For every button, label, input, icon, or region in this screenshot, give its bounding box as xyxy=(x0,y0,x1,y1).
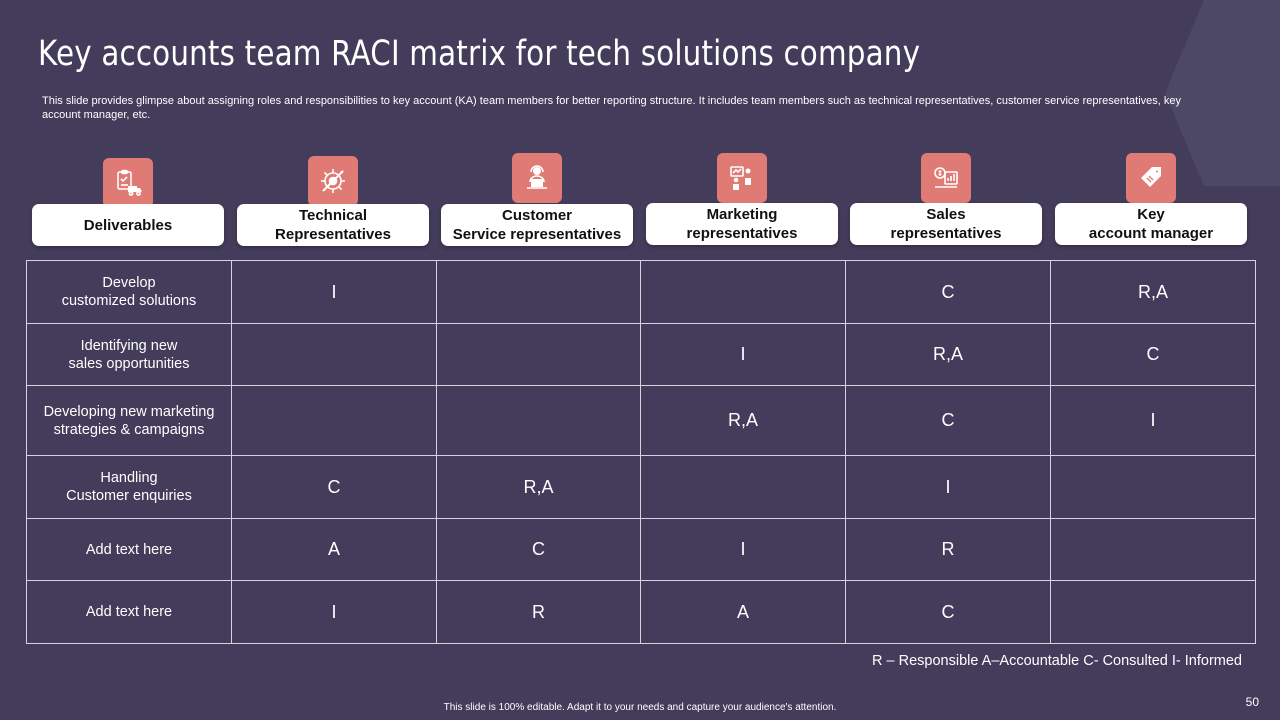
raci-cell: R,A xyxy=(640,385,846,456)
table-row: Developing new marketing strategies & ca… xyxy=(26,385,1256,456)
sales-chart-icon xyxy=(921,153,971,203)
raci-cell: I xyxy=(1050,385,1256,456)
table-row: Add text here I R A C xyxy=(26,580,1256,644)
raci-cell: I xyxy=(845,455,1051,519)
deliverable-cell: Developing new marketing strategies & ca… xyxy=(26,385,232,456)
decorative-hexagon xyxy=(1165,0,1280,186)
raci-cell: R,A xyxy=(845,323,1051,386)
header-marketing-representatives: Marketing representatives xyxy=(646,203,838,245)
raci-cell xyxy=(436,260,641,324)
raci-cell: I xyxy=(231,580,437,644)
raci-cell xyxy=(640,260,846,324)
deliverable-cell: Add text here xyxy=(26,518,232,581)
page-title: Key accounts team RACI matrix for tech s… xyxy=(38,34,921,74)
raci-cell xyxy=(1050,455,1256,519)
marketing-team-icon xyxy=(717,153,767,203)
raci-cell xyxy=(640,455,846,519)
page-number: 50 xyxy=(1245,695,1259,709)
header-technical-representatives: Technical Representatives xyxy=(237,204,429,246)
table-row: Add text here A C I R xyxy=(26,518,1256,581)
deliverable-cell: Develop customized solutions xyxy=(26,260,232,324)
header-deliverables: Deliverables xyxy=(32,204,224,246)
raci-cell: I xyxy=(640,323,846,386)
header-key-account-manager: Key account manager xyxy=(1055,203,1247,245)
price-tag-icon xyxy=(1126,153,1176,203)
deliverable-cell: Handling Customer enquiries xyxy=(26,455,232,519)
clipboard-truck-icon xyxy=(103,158,153,208)
table-row: Identifying new sales opportunities I R,… xyxy=(26,323,1256,386)
raci-cell: R xyxy=(845,518,1051,581)
deliverable-cell: Add text here xyxy=(26,580,232,644)
raci-legend: R – Responsible A–Accountable C- Consult… xyxy=(872,653,1242,669)
raci-matrix-table: Develop customized solutions I C R,A Ide… xyxy=(26,260,1256,644)
raci-cell xyxy=(231,323,437,386)
raci-cell: R xyxy=(436,580,641,644)
raci-cell: I xyxy=(640,518,846,581)
raci-cell: C xyxy=(1050,323,1256,386)
raci-cell: C xyxy=(845,580,1051,644)
deliverable-cell: Identifying new sales opportunities xyxy=(26,323,232,386)
raci-cell: A xyxy=(231,518,437,581)
raci-cell xyxy=(1050,580,1256,644)
header-customer-service-representatives: Customer Service representatives xyxy=(441,204,633,246)
header-sales-representatives: Sales representatives xyxy=(850,203,1042,245)
raci-cell: C xyxy=(231,455,437,519)
table-row: Handling Customer enquiries C R,A I xyxy=(26,455,1256,519)
raci-cell xyxy=(436,323,641,386)
raci-cell: C xyxy=(845,385,1051,456)
raci-cell xyxy=(436,385,641,456)
raci-cell: A xyxy=(640,580,846,644)
raci-cell xyxy=(1050,518,1256,581)
raci-cell: C xyxy=(436,518,641,581)
footer-note: This slide is 100% editable. Adapt it to… xyxy=(443,702,837,713)
raci-cell: I xyxy=(231,260,437,324)
page-subtitle: This slide provides glimpse about assign… xyxy=(42,95,1182,121)
gears-tools-icon xyxy=(308,156,358,206)
raci-cell: R,A xyxy=(436,455,641,519)
raci-cell: R,A xyxy=(1050,260,1256,324)
support-agent-icon xyxy=(512,153,562,203)
table-row: Develop customized solutions I C R,A xyxy=(26,260,1256,324)
raci-cell: C xyxy=(845,260,1051,324)
raci-cell xyxy=(231,385,437,456)
